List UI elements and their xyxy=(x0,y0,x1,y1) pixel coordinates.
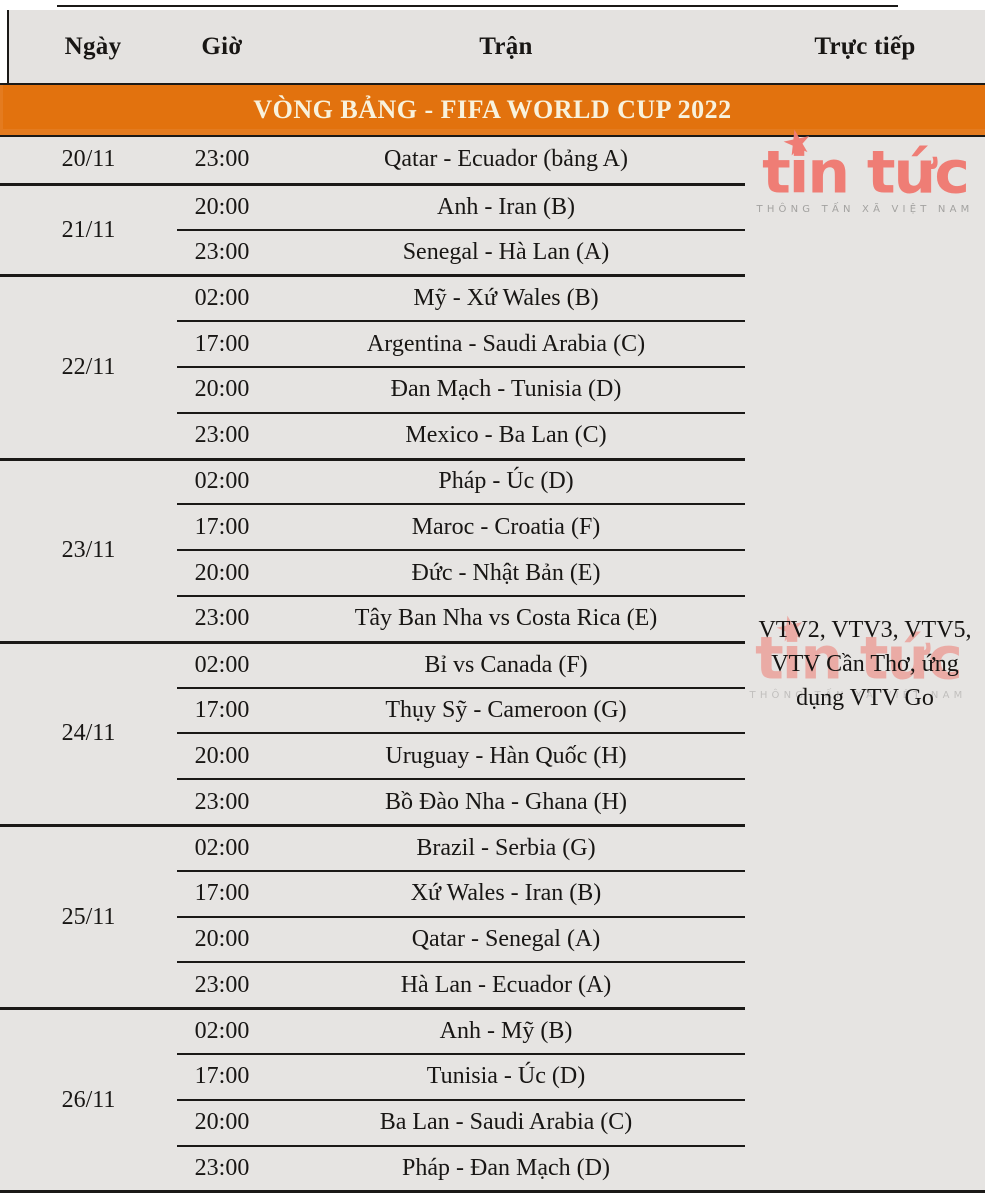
date-cell: 20/11 xyxy=(61,146,116,173)
time-cell: 17:00 xyxy=(177,320,267,366)
date-cell: 22/11 xyxy=(0,274,177,457)
time-cell: 23:00 xyxy=(177,778,267,824)
brand-text: tin tức xyxy=(762,138,970,208)
time-cell: 17:00 xyxy=(177,1052,267,1099)
time-cell: 20:00 xyxy=(177,1098,267,1145)
time-cell: 02:00 xyxy=(177,640,267,687)
schedule-body: ★ tin tức THÔNG TẤN XÃ VIỆT NAM ★ tin tứ… xyxy=(0,120,985,1194)
match-cell: Đức - Nhật Bản (E) xyxy=(267,549,745,595)
match-cell: Pháp - Úc (D) xyxy=(267,457,745,504)
match-cell: Argentina - Saudi Arabia (C) xyxy=(267,320,745,366)
column-header-live: Trực tiếp xyxy=(814,32,916,60)
column-header-match: Trận xyxy=(479,32,533,60)
match-cell: Mexico - Ba Lan (C) xyxy=(267,411,745,458)
header-left-border xyxy=(7,10,9,83)
time-cell: 23:00 xyxy=(177,1144,267,1191)
time-cell: 17:00 xyxy=(177,503,267,549)
match-cell: Hà Lan - Ecuador (A) xyxy=(267,961,745,1007)
match-cell: Bồ Đào Nha - Ghana (H) xyxy=(267,778,745,824)
match-cell: Mỹ - Xứ Wales (B) xyxy=(267,274,745,320)
match-cell: Senegal - Hà Lan (A) xyxy=(267,228,745,275)
match-cell: Uruguay - Hàn Quốc (H) xyxy=(267,732,745,778)
match-cell: Maroc - Croatia (F) xyxy=(267,503,745,549)
time-cell: 23:00 xyxy=(177,228,267,275)
match-cell: Tây Ban Nha vs Costa Rica (E) xyxy=(267,594,745,641)
time-cell: 02:00 xyxy=(177,274,267,320)
time-cell: 20:00 xyxy=(177,915,267,962)
match-cell: Qatar - Senegal (A) xyxy=(267,915,745,962)
time-cell: 17:00 xyxy=(177,686,267,733)
brand-tagline: THÔNG TẤN XÃ VIỆT NAM xyxy=(749,690,967,701)
match-cell: Qatar - Ecuador (bảng A) xyxy=(384,146,628,173)
date-cell: 26/11 xyxy=(0,1007,177,1190)
time-cell: 20:00 xyxy=(177,365,267,412)
date-cell: 21/11 xyxy=(0,182,177,275)
match-cell: Ba Lan - Saudi Arabia (C) xyxy=(267,1098,745,1145)
column-header-date: Ngày xyxy=(64,32,122,60)
time-cell: 23:00 xyxy=(177,961,267,1007)
brand-text: tin tức xyxy=(755,624,963,694)
match-cell: Pháp - Đan Mạch (D) xyxy=(267,1144,745,1191)
time-cell: 23:00 xyxy=(177,594,267,641)
tin-tuc-logo: ★ tin tức THÔNG TẤN XÃ VIỆT NAM xyxy=(745,120,985,215)
brand-tagline: THÔNG TẤN XÃ VIỆT NAM xyxy=(756,204,974,215)
table-header-row: Ngày Giờ Trận Trực tiếp xyxy=(9,10,985,83)
match-cell: Thụy Sỹ - Cameroon (G) xyxy=(267,686,745,733)
time-cell: 23:00 xyxy=(177,411,267,458)
live-broadcast-cell: ★ tin tức THÔNG TẤN XÃ VIỆT NAM ★ tin tứ… xyxy=(745,120,985,1190)
broadcast-channels-text: VTV2, VTV3, VTV5, VTV Cần Thơ, ứng dụng … xyxy=(758,616,972,711)
match-cell: Bỉ vs Canada (F) xyxy=(267,640,745,687)
match-cell: Đan Mạch - Tunisia (D) xyxy=(267,365,745,412)
match-cell: Tunisia - Úc (D) xyxy=(267,1052,745,1099)
time-cell: 20:00 xyxy=(177,549,267,595)
time-cell: 23:00 xyxy=(194,146,250,173)
time-cell: 02:00 xyxy=(177,457,267,504)
date-cell: 23/11 xyxy=(0,457,177,641)
time-cell: 17:00 xyxy=(177,869,267,916)
time-cell: 20:00 xyxy=(177,732,267,778)
match-cell: Brazil - Serbia (G) xyxy=(267,823,745,870)
section-banner: VÒNG BẢNG - FIFA WORLD CUP 2022 xyxy=(0,83,985,137)
time-cell: 02:00 xyxy=(177,1007,267,1053)
column-header-time: Giờ xyxy=(201,32,243,60)
date-cell: 24/11 xyxy=(0,640,177,824)
tin-tuc-watermark: ★ tin tức THÔNG TẤN XÃ VIỆT NAM xyxy=(738,606,978,701)
match-cell: Xứ Wales - Iran (B) xyxy=(267,869,745,916)
section-title: VÒNG BẢNG - FIFA WORLD CUP 2022 xyxy=(253,95,732,124)
match-cell: Anh - Mỹ (B) xyxy=(267,1007,745,1053)
date-cell: 25/11 xyxy=(0,823,177,1007)
time-cell: 20:00 xyxy=(177,182,267,229)
time-cell: 02:00 xyxy=(177,823,267,870)
table-top-border xyxy=(57,5,898,7)
match-cell: Anh - Iran (B) xyxy=(267,182,745,229)
